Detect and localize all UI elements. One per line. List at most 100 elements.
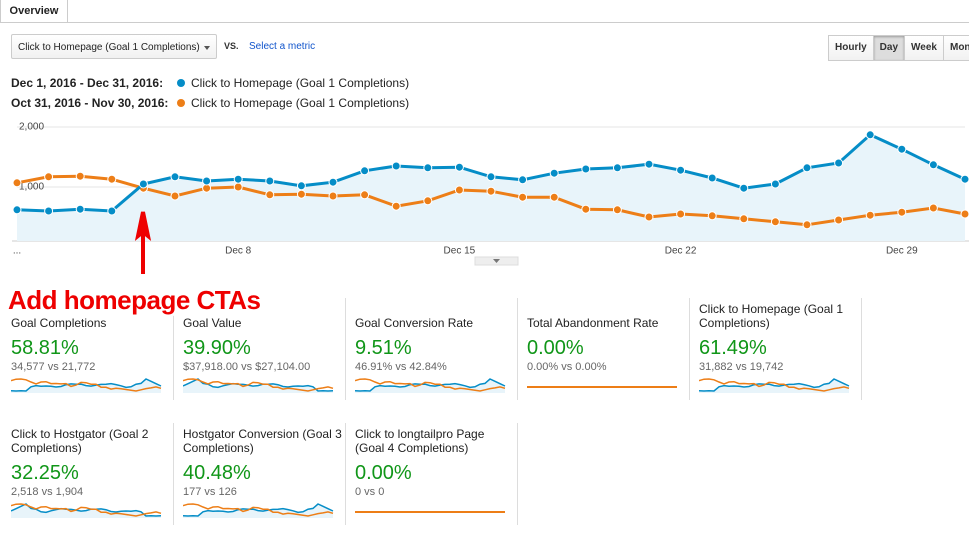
scorecard-comparison: 31,882 vs 19,742 — [699, 361, 784, 373]
data-point — [960, 174, 969, 184]
sparkline-chart — [527, 386, 677, 388]
y-tick-label: 1,000 — [19, 182, 44, 193]
data-point — [802, 220, 812, 230]
data-point — [107, 174, 117, 184]
scorecard-title-text: Click to Hostgator (Goal 2 Completions) — [11, 427, 149, 455]
granularity-buttons: Hourly Day Week Month — [828, 35, 969, 61]
x-tick-label: ... — [13, 246, 21, 257]
data-point — [549, 168, 559, 178]
scorecard[interactable]: Goal Completions 58.81% 34,577 vs 21,772 — [11, 300, 171, 395]
data-point — [581, 164, 591, 174]
sparkline — [11, 503, 162, 517]
scorecard-value: 0.00% — [527, 337, 584, 359]
data-point — [612, 163, 622, 173]
data-point — [391, 201, 401, 211]
data-point — [391, 161, 401, 171]
scorecard-comparison: 0.00% vs 0.00% — [527, 361, 607, 373]
scorecard-title: Hostgator Conversion (Goal 3 Completions… — [183, 425, 343, 455]
sparkline-chart — [11, 503, 162, 518]
data-point — [202, 176, 212, 186]
x-tick-label: Dec 22 — [665, 246, 697, 257]
data-point — [960, 209, 969, 219]
card-separator — [173, 298, 174, 400]
data-point — [12, 178, 22, 188]
card-separator — [517, 298, 518, 400]
scorecard-value: 58.81% — [11, 337, 79, 359]
scorecard[interactable]: Click to longtailpro Page (Goal 4 Comple… — [355, 425, 515, 520]
legend-entry: Dec 1, 2016 - Dec 31, 2016: Click to Home… — [11, 76, 409, 90]
sparkline — [183, 503, 334, 517]
month-button[interactable]: Month — [942, 35, 969, 61]
card-separator — [689, 298, 690, 400]
legend-label: Click to Homepage (Goal 1 Completions) — [191, 96, 410, 110]
sparkline — [355, 378, 506, 392]
data-point — [328, 177, 338, 187]
select-metric-link[interactable]: Select a metric — [249, 41, 316, 52]
legend-period: Oct 31, 2016 - Nov 30, 2016: — [11, 96, 169, 110]
metric-dropdown[interactable]: Click to Homepage (Goal 1 Completions) — [11, 34, 217, 59]
scorecard[interactable]: Total Abandonment Rate 0.00% 0.00% vs 0.… — [527, 300, 687, 395]
scorecard[interactable]: Hostgator Conversion (Goal 3 Completions… — [183, 425, 343, 520]
card-separator — [517, 423, 518, 525]
scorecard-title: Goal Completions — [11, 300, 171, 330]
data-point — [518, 175, 528, 185]
data-point — [549, 192, 559, 202]
data-point — [233, 182, 243, 192]
week-button[interactable]: Week — [904, 35, 944, 61]
sparkline — [699, 378, 850, 392]
scorecard[interactable]: Goal Value 39.90% $37,918.00 vs $27,104.… — [183, 300, 343, 395]
data-point — [454, 162, 464, 172]
scorecard-title-text: Goal Conversion Rate — [355, 316, 474, 330]
sparkline-chart — [355, 511, 505, 513]
scorecard[interactable]: Goal Conversion Rate 9.51% 46.91% vs 42.… — [355, 300, 515, 395]
data-point — [865, 130, 875, 140]
scorecard-title-text: Goal Value — [183, 316, 242, 330]
data-point — [865, 210, 875, 220]
legend-label: Click to Homepage (Goal 1 Completions) — [191, 76, 410, 90]
data-point — [44, 206, 54, 216]
sparkline-chart — [183, 503, 334, 518]
data-point — [739, 214, 749, 224]
scorecard-value: 61.49% — [699, 337, 767, 359]
legend-dot — [177, 79, 185, 87]
data-point — [518, 192, 528, 202]
scorecard-title-text: Goal Completions — [11, 316, 107, 330]
legend-period: Dec 1, 2016 - Dec 31, 2016: — [11, 76, 164, 90]
scorecard-value: 39.90% — [183, 337, 251, 359]
data-point — [296, 189, 306, 199]
hourly-button[interactable]: Hourly — [828, 35, 874, 61]
data-point — [107, 206, 117, 216]
scorecard-comparison: 46.91% vs 42.84% — [355, 361, 447, 373]
data-point — [360, 166, 370, 176]
data-point — [644, 212, 654, 222]
day-button[interactable]: Day — [872, 35, 906, 61]
data-point — [707, 211, 717, 221]
scorecard-comparison: 2,518 vs 1,904 — [11, 486, 84, 498]
data-point — [12, 205, 22, 215]
annotation: Add homepage CTAs — [8, 285, 261, 315]
data-point — [644, 159, 654, 169]
data-point — [770, 179, 780, 189]
scorecard-value: 0.00% — [355, 462, 412, 484]
tab[interactable]: Overview — [0, 0, 68, 22]
sparkline — [355, 378, 506, 392]
data-point — [707, 173, 717, 183]
scorecard-title: Click to Homepage (Goal 1 Completions) — [699, 300, 859, 330]
dropdown-label: Click to Homepage (Goal 1 Completions) — [18, 42, 200, 53]
scorecard-value: 32.25% — [11, 462, 79, 484]
sparkline — [11, 378, 162, 392]
x-tick-label: Dec 15 — [444, 246, 476, 257]
sparkline-chart — [355, 378, 506, 393]
data-point — [328, 191, 338, 201]
sparkline-chart — [699, 378, 850, 393]
data-point — [928, 203, 938, 213]
scorecard[interactable]: Click to Homepage (Goal 1 Completions) 6… — [699, 300, 859, 395]
data-point — [138, 179, 148, 189]
scorecard-title-text: Hostgator Conversion (Goal 3 Completions… — [183, 427, 342, 455]
data-point — [75, 171, 85, 181]
scorecard[interactable]: Click to Hostgator (Goal 2 Completions) … — [11, 425, 171, 520]
sparkline-chart — [183, 378, 334, 393]
data-point — [676, 165, 686, 175]
data-point — [486, 186, 496, 196]
